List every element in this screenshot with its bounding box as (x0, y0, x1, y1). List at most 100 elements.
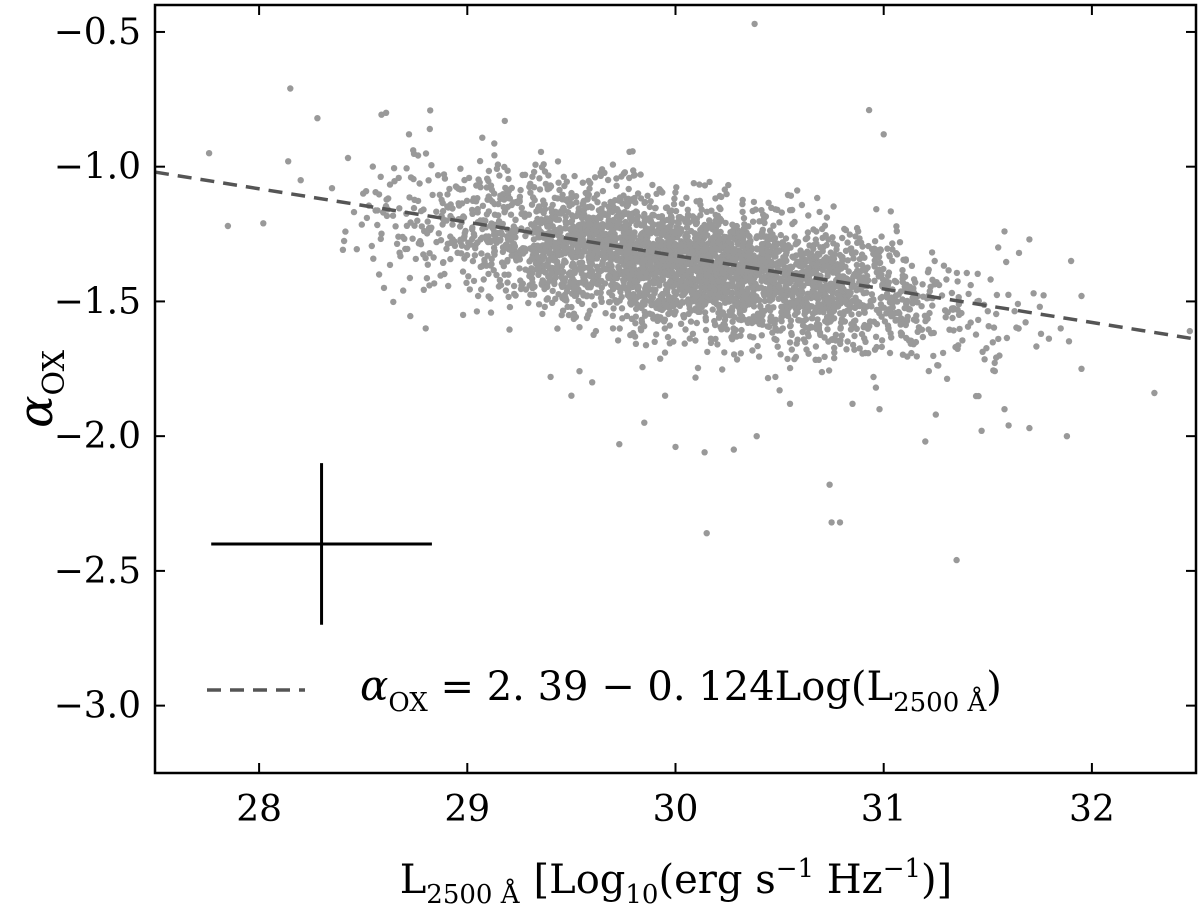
data-point (637, 232, 644, 240)
data-point (859, 350, 866, 357)
data-point (703, 530, 710, 537)
data-point (504, 256, 511, 264)
data-point (904, 297, 911, 305)
data-point (984, 308, 991, 315)
data-point (817, 302, 824, 309)
data-point (1014, 300, 1022, 308)
data-point (991, 367, 998, 375)
data-point (798, 252, 805, 259)
data-point (804, 265, 812, 273)
data-point (460, 234, 467, 242)
data-point (683, 247, 690, 255)
data-point (390, 298, 397, 306)
data-point (908, 262, 916, 269)
data-point (918, 303, 925, 310)
data-point (933, 279, 940, 286)
data-point (690, 180, 697, 187)
legend-alpha: α (360, 661, 388, 710)
data-point (731, 248, 739, 255)
data-point (848, 245, 855, 252)
data-point (649, 181, 656, 189)
data-point (598, 298, 605, 305)
data-point (828, 519, 835, 526)
data-point (846, 291, 853, 298)
data-point (476, 157, 484, 165)
data-point (536, 175, 543, 182)
data-point (685, 267, 693, 275)
data-point (704, 348, 711, 356)
data-point (875, 253, 883, 261)
data-point (613, 182, 620, 189)
data-point (657, 355, 664, 362)
data-point (788, 331, 795, 338)
data-point (505, 175, 512, 183)
data-point (693, 265, 701, 272)
data-point (530, 184, 538, 191)
data-point (711, 265, 718, 273)
data-point (823, 214, 831, 221)
y-tick-label: −0.5 (54, 12, 141, 53)
data-point (548, 209, 556, 216)
data-point (698, 297, 705, 304)
data-point (407, 312, 414, 320)
data-point (975, 392, 982, 400)
data-point (749, 218, 757, 225)
x-label-sup1: −1 (776, 854, 814, 884)
data-point (491, 251, 498, 258)
data-point (795, 296, 802, 303)
data-point (873, 306, 880, 314)
data-point (578, 300, 586, 308)
data-point (716, 204, 723, 211)
data-point (672, 443, 679, 451)
data-point (525, 299, 532, 307)
data-point (463, 251, 471, 259)
data-point (558, 209, 566, 217)
data-point (393, 240, 401, 247)
data-point (471, 232, 478, 240)
data-point (749, 207, 756, 215)
data-point (692, 374, 699, 381)
data-point (512, 234, 519, 241)
data-point (657, 314, 664, 321)
data-point (807, 270, 814, 278)
data-point (777, 231, 784, 239)
data-point (589, 277, 597, 285)
data-point (530, 291, 538, 298)
data-point (751, 20, 758, 28)
data-point (676, 268, 683, 275)
data-point (591, 195, 598, 202)
data-point (766, 297, 774, 304)
data-point (558, 234, 565, 241)
data-point (897, 329, 905, 336)
data-point (436, 191, 443, 198)
data-point (651, 205, 659, 212)
data-point (930, 352, 937, 360)
data-point (837, 295, 844, 303)
data-point (571, 231, 578, 238)
data-point (696, 197, 703, 204)
data-point (651, 256, 658, 263)
data-point (887, 208, 894, 215)
data-point (641, 210, 648, 218)
data-point (423, 230, 431, 237)
data-point (872, 333, 880, 340)
data-point (772, 206, 779, 213)
data-point (993, 310, 1000, 318)
data-point (792, 241, 799, 248)
data-point (883, 294, 891, 301)
data-point (630, 172, 637, 179)
data-point (605, 273, 613, 280)
y-tick-label: −1.0 (54, 147, 141, 188)
data-point (878, 337, 886, 344)
data-point (496, 172, 503, 179)
data-point (604, 176, 612, 184)
data-point (409, 235, 416, 242)
data-point (648, 286, 656, 293)
data-point (539, 277, 547, 285)
data-point (510, 282, 518, 290)
data-point (808, 315, 816, 322)
data-point (599, 187, 607, 195)
data-point (819, 286, 826, 293)
data-point (707, 223, 714, 231)
